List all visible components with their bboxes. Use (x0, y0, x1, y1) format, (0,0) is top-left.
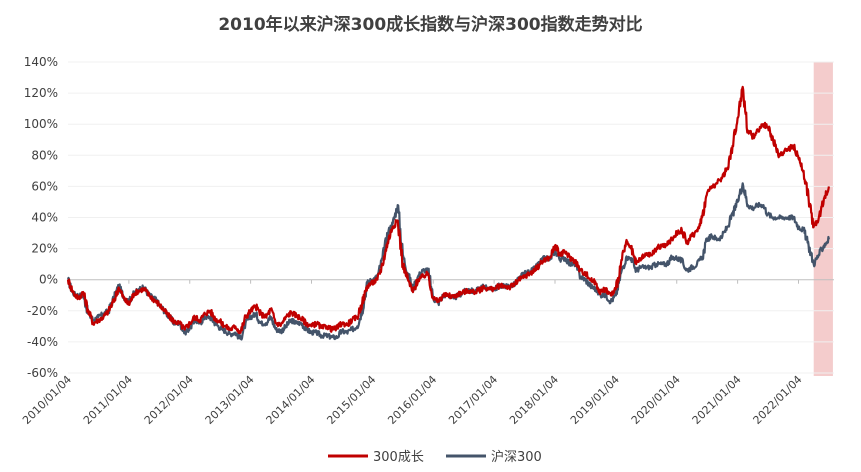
y-axis: 140% 120% 100% 80% 60% 40% 20% 0% -20% -40% -60% (24, 55, 58, 380)
x-tick-label: 2013/01/04 (203, 373, 257, 427)
highlight-rect (813, 62, 833, 376)
y-tick-label: 120% (24, 86, 58, 100)
x-tick-label: 2019/01/04 (568, 373, 622, 427)
x-tick-label: 2014/01/04 (264, 373, 318, 427)
legend: 300成长 沪深300 (328, 449, 542, 465)
x-tick-label: 2011/01/04 (81, 373, 135, 427)
y-tick-label: 0% (39, 273, 58, 287)
x-tick-label: 2018/01/04 (507, 373, 561, 427)
y-tick-label: 40% (31, 211, 58, 225)
y-tick-label: -40% (27, 335, 58, 349)
x-tick-label: 2020/01/04 (629, 373, 683, 427)
y-tick-label: 60% (31, 179, 58, 193)
x-axis: 2010/01/04 2011/01/04 2012/01/04 2013/01/04… (20, 279, 805, 427)
legend-label: 沪深300 (491, 449, 542, 465)
x-tick-label: 2017/01/04 (446, 373, 500, 427)
series-lines (66, 85, 830, 341)
y-tick-label: 100% (24, 117, 58, 131)
series-line (66, 182, 830, 341)
y-tick-label: -20% (27, 304, 58, 318)
x-tick-label: 2022/01/04 (751, 373, 805, 427)
x-tick-label: 2015/01/04 (324, 373, 378, 427)
x-tick-label: 2016/01/04 (385, 373, 439, 427)
chart-title: 2010年以来沪深300成长指数与沪深300指数走势对比 (218, 15, 643, 35)
x-tick-label: 2010/01/04 (20, 373, 74, 427)
x-tick-label: 2021/01/04 (690, 373, 744, 427)
highlight-region (813, 62, 833, 376)
y-tick-label: 20% (31, 242, 58, 256)
y-gridlines (68, 61, 834, 374)
y-tick-label: -60% (27, 366, 58, 380)
x-tick-label: 2012/01/04 (142, 373, 196, 427)
y-tick-label: 80% (31, 148, 58, 162)
y-tick-label: 140% (24, 55, 58, 69)
legend-label: 300成长 (373, 450, 424, 465)
series-line (66, 85, 830, 335)
